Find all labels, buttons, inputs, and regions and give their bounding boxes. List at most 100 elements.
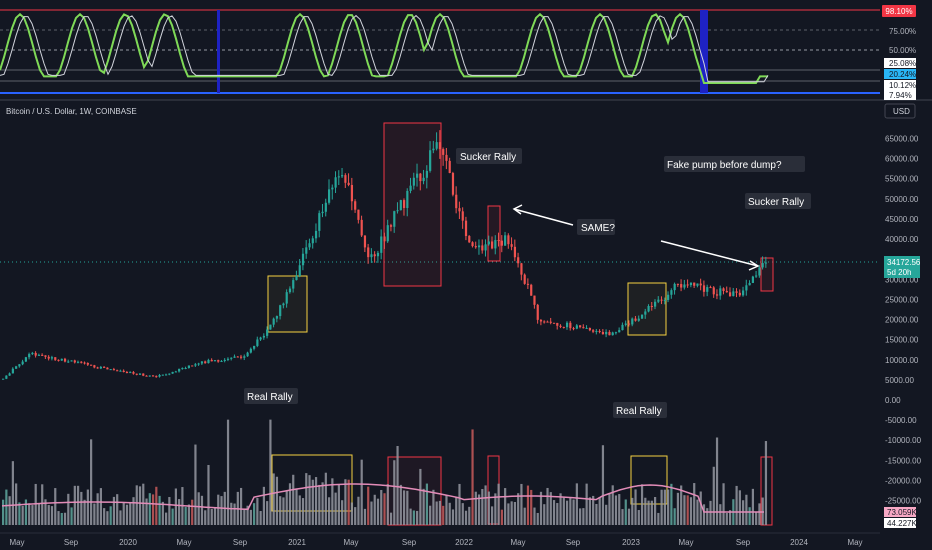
volume-bar (308, 475, 311, 525)
label-same[interactable]: SAME? (581, 223, 615, 234)
arrow-current-shaft (660, 240, 759, 267)
volume-bar (171, 508, 174, 525)
candle-body (226, 358, 230, 360)
red-box-2023-current[interactable] (760, 257, 774, 292)
volume-bar (259, 511, 262, 525)
candle-body (712, 287, 715, 295)
volume-bar (481, 489, 484, 525)
candle-body (360, 219, 363, 236)
volume-bar (748, 507, 751, 525)
time-axis[interactable]: May Sep 2020 May Sep 2021 May Sep 2022 May Sep 2023… (9, 538, 862, 547)
volume-bar (67, 493, 70, 525)
red-box-2021-top[interactable] (383, 122, 442, 287)
volume-bar (657, 512, 660, 525)
price-tick: 55000.00 (885, 175, 919, 184)
candle-body (298, 265, 301, 277)
volume-bar (673, 508, 676, 525)
candle-body (279, 305, 282, 317)
candle-body (129, 372, 132, 374)
candle-body (706, 287, 709, 292)
volume-bar (409, 508, 412, 525)
candle-body (416, 173, 419, 178)
volume-bar (676, 492, 680, 525)
candle-body (500, 240, 503, 246)
candle-body (494, 240, 497, 249)
volume-bar (491, 506, 494, 525)
currency-button[interactable] (884, 103, 916, 119)
candle-body (350, 184, 354, 202)
volume-bar (383, 493, 386, 525)
volume-bar (213, 507, 217, 525)
candle-body (259, 337, 262, 340)
volume-ma-line (1, 483, 764, 513)
candle-body (272, 318, 275, 325)
volume-bar (226, 419, 230, 525)
volume-bar (318, 484, 321, 525)
candle-body (363, 235, 367, 248)
label-bg-real-2 (613, 402, 667, 418)
candle-body (376, 252, 380, 257)
oscillator-axis: 98.10% 75.00% 50.00% 25.08% 20.24% 10.12… (882, 5, 916, 100)
time-tick: Sep (64, 538, 79, 547)
candle-body (650, 306, 653, 308)
time-tick: May (847, 538, 862, 547)
candle-body (76, 361, 80, 363)
volume-bar (536, 512, 539, 525)
candle-body (207, 359, 210, 364)
label-real-rally-2[interactable]: Real Rally (616, 406, 662, 417)
volume-bar (18, 502, 21, 525)
label-bg-real-1 (244, 388, 298, 404)
price-tick: -25000.00 (885, 497, 922, 506)
volume-bar (194, 444, 197, 525)
candle-body (70, 360, 73, 362)
volume-bar (745, 494, 748, 525)
candle-body (474, 246, 477, 248)
volume-bar (442, 505, 445, 525)
candle-body (178, 369, 181, 372)
volume-bar (350, 502, 354, 525)
price-axis[interactable]: 65000.00 60000.00 55000.00 50000.00 45000.00… (885, 135, 922, 506)
price-tick: -15000.00 (885, 456, 922, 465)
volume-bar (396, 445, 399, 525)
candle-body (236, 356, 239, 358)
candle-body (354, 201, 357, 210)
candle-body (158, 374, 161, 377)
yellow-box-2023-rally[interactable] (627, 282, 667, 336)
candle-body (37, 354, 41, 356)
candle-body (569, 322, 572, 329)
volume-bar (83, 499, 86, 525)
volume-bar (693, 483, 696, 525)
candle-body (471, 242, 474, 247)
volume-bar (393, 460, 396, 525)
volume-bar (165, 512, 168, 525)
label-real-rally-1[interactable]: Real Rally (247, 392, 293, 403)
candle-body (709, 287, 712, 289)
candle-body (412, 177, 415, 186)
candle-body (464, 220, 468, 237)
volume-bar (347, 479, 350, 525)
label-sucker-rally-2[interactable]: Sucker Rally (748, 197, 804, 208)
volume-bar (331, 478, 334, 525)
label-fake-pump[interactable]: Fake pump before dump? (667, 160, 782, 171)
candle-body (761, 263, 764, 268)
volume-bar (57, 511, 60, 525)
candle-body (347, 182, 350, 185)
time-tick: May (176, 538, 191, 547)
candle-body (165, 374, 168, 376)
candle-body (285, 292, 288, 304)
volume-bar (406, 490, 409, 525)
volume-bar (207, 464, 210, 525)
candle-body (432, 148, 435, 151)
candle-body (728, 292, 732, 297)
volume-bar (725, 512, 728, 525)
label-sucker-rally-1[interactable]: Sucker Rally (460, 152, 516, 163)
candle-body (549, 321, 552, 323)
volume-bar (5, 489, 8, 525)
volume-bar (552, 500, 556, 525)
candle-body (513, 246, 517, 258)
candle-body (689, 282, 693, 286)
candle-body (47, 356, 50, 359)
candle-body (210, 359, 213, 362)
candle-body (608, 331, 611, 336)
candle-body (370, 254, 373, 258)
